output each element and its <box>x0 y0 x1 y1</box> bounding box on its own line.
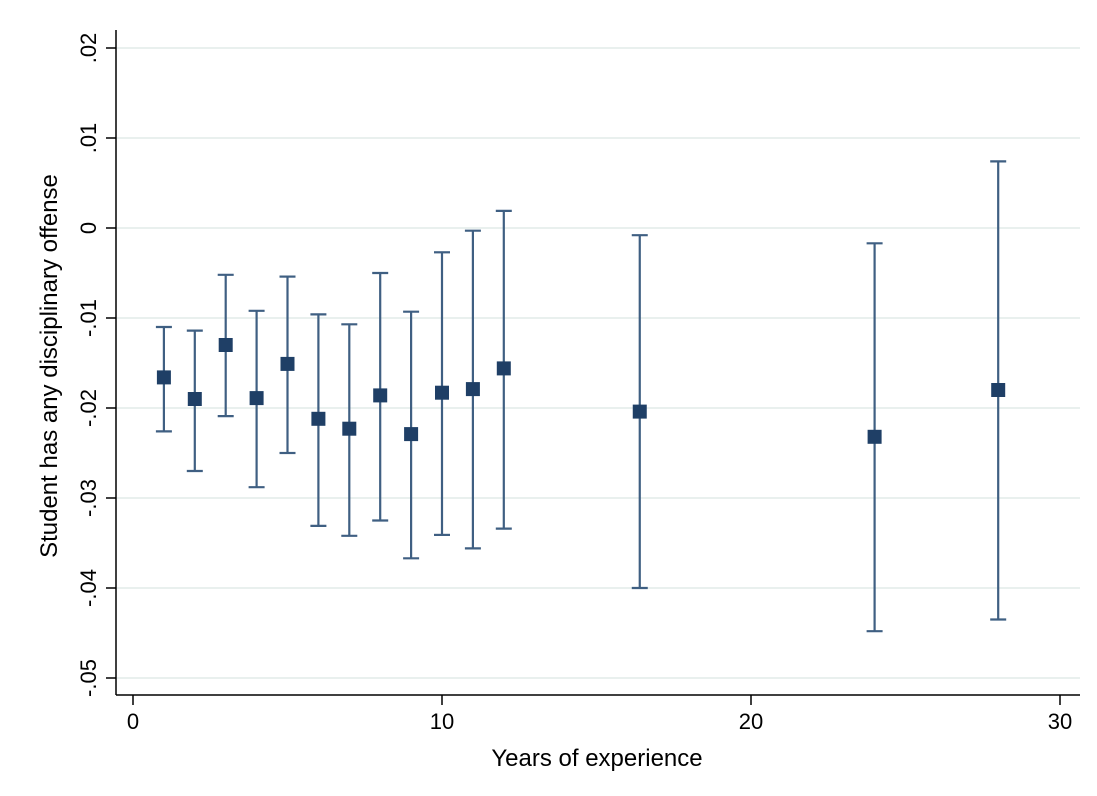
point-marker <box>311 411 326 426</box>
point-marker <box>404 427 419 442</box>
point-marker <box>991 383 1006 397</box>
point-marker <box>218 338 233 352</box>
x-tick-label: 0 <box>127 709 139 734</box>
data-point-group <box>372 271 389 522</box>
data-point-group <box>990 160 1007 621</box>
x-axis-title: Years of experience <box>491 745 702 772</box>
data-point-group <box>866 242 883 633</box>
point-marker <box>280 356 295 371</box>
point-marker <box>632 404 647 419</box>
data-point-group <box>279 275 296 455</box>
x-tick-label: 20 <box>739 709 763 734</box>
point-marker <box>187 392 202 406</box>
y-tick-label: -.04 <box>76 569 101 607</box>
y-axis-title: Student has any disciplinary offense <box>36 174 63 558</box>
x-tick-label: 30 <box>1048 709 1072 734</box>
point-marker <box>249 391 264 406</box>
y-tick-label: .02 <box>76 33 101 64</box>
point-marker <box>156 370 171 385</box>
grid-layer <box>116 47 1080 679</box>
data-point-group <box>217 273 234 418</box>
x-tick-label: 10 <box>430 709 454 734</box>
point-marker <box>465 382 480 397</box>
y-tick-label: -.05 <box>76 659 101 697</box>
y-tick-label: -.01 <box>76 299 101 337</box>
data-point-group <box>495 209 512 530</box>
point-marker <box>867 429 882 444</box>
data-point-group <box>186 329 203 473</box>
data-point-group <box>248 309 265 489</box>
data-point-group <box>310 313 327 528</box>
data-point-group <box>464 229 481 550</box>
data-point-group <box>403 310 420 560</box>
y-tick-label: -.03 <box>76 479 101 517</box>
point-marker <box>373 388 388 403</box>
point-marker <box>496 361 511 376</box>
point-marker <box>435 385 449 400</box>
marks-layer <box>155 160 1007 633</box>
point-marker <box>342 421 357 436</box>
data-point-group <box>341 323 358 537</box>
y-tick-label: -.02 <box>76 389 101 427</box>
data-point-group <box>155 325 172 433</box>
y-tick-label: 0 <box>76 222 101 234</box>
axes-layer: -.05 -.04 -.03 -.02 -.01 0 .01 .02 0 10 20 30 <box>76 30 1080 734</box>
data-point-group <box>631 234 648 590</box>
y-tick-label: .01 <box>76 123 101 154</box>
data-point-group <box>434 251 450 537</box>
